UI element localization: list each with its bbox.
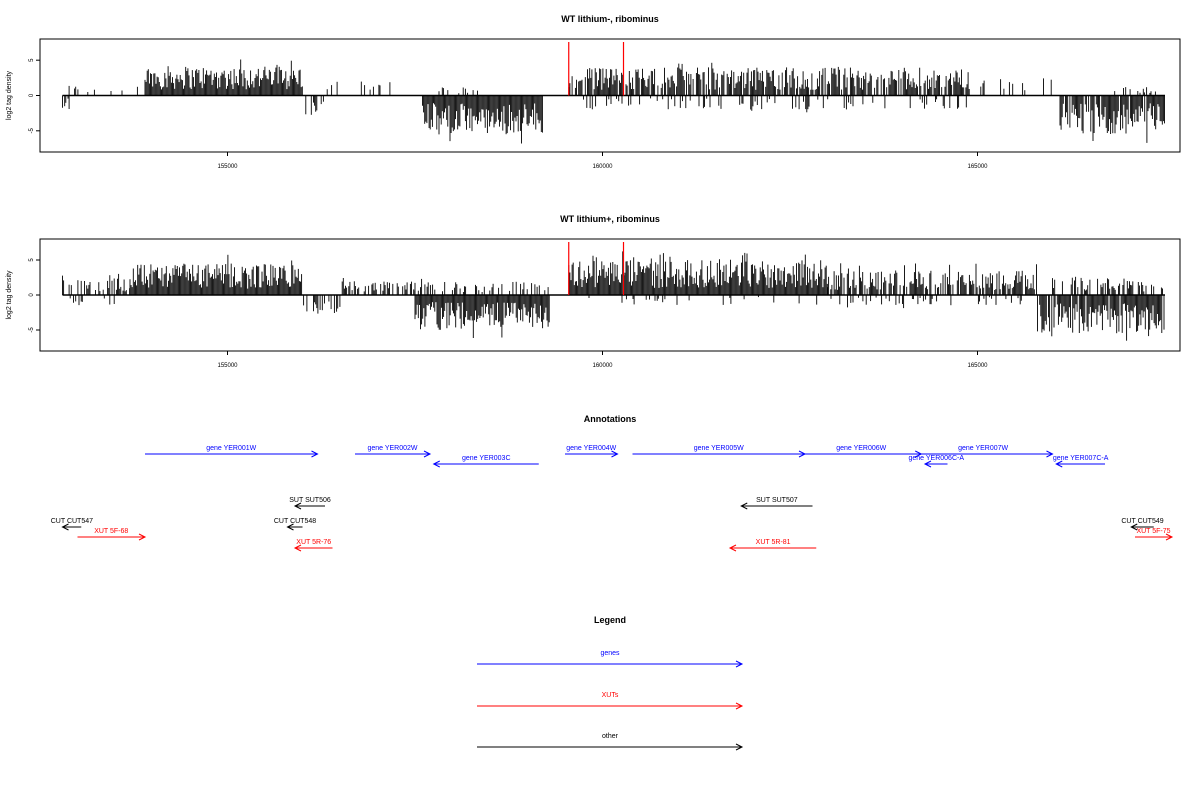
arrow-head — [923, 460, 932, 468]
other-label: SUT SUT507 — [756, 497, 798, 504]
xut-arrow — [1135, 533, 1174, 541]
xut-arrow — [77, 533, 147, 541]
arrow-head — [432, 460, 440, 468]
arrow-head — [728, 544, 737, 552]
arrow-head — [61, 523, 69, 531]
annotations-title: Annotations — [584, 414, 637, 424]
gene-label: gene YER006C-A — [908, 455, 964, 462]
gene-arrow — [145, 450, 319, 458]
other-arrow — [1130, 523, 1154, 531]
x-tick-label: 155000 — [217, 164, 238, 170]
arrow-head — [740, 502, 748, 510]
x-tick-label: 165000 — [967, 164, 988, 170]
x-tick-label: 165000 — [967, 363, 988, 369]
xut-arrow — [293, 544, 333, 552]
other-arrow — [286, 523, 303, 531]
gene-label: gene YER007C-A — [1053, 455, 1109, 462]
y-tick-label: 0 — [29, 93, 35, 97]
other-label: CUT CUT549 — [1121, 518, 1163, 525]
other-label: SUT SUT506 — [289, 497, 331, 504]
gene-arrow — [432, 460, 539, 468]
xut-label: XUT 5R-81 — [756, 539, 791, 546]
gene-label: gene YER003C — [462, 455, 511, 462]
gene-label: gene YER001W — [206, 445, 256, 452]
other-label: CUT CUT547 — [51, 518, 93, 525]
y-tick-label: 5 — [29, 58, 35, 62]
arrow-head — [735, 660, 744, 668]
gene-arrow — [913, 450, 1054, 458]
arrow-head — [1130, 523, 1138, 531]
annotations-panel: Annotations gene YER001W gene YER002W gene … — [51, 414, 1174, 552]
xut-label: XUT 5R-76 — [296, 539, 331, 546]
xut-label: XUT 5F-75 — [1136, 528, 1170, 535]
arrow-head — [1055, 460, 1063, 468]
legend-label-xut: XUTs — [602, 692, 619, 699]
legend-label-gene: genes — [600, 650, 620, 657]
xut-label: XUT 5F-68 — [94, 528, 128, 535]
x-tick-label: 160000 — [592, 164, 613, 170]
arrow-head — [1046, 450, 1054, 458]
xut-arrow — [728, 544, 817, 552]
y-tick-label: 5 — [29, 258, 35, 262]
gene-arrow — [355, 450, 432, 458]
arrow-head — [611, 450, 619, 458]
x-tick-label: 155000 — [217, 363, 238, 369]
chart-title: WT lithium+, ribominus — [560, 214, 660, 224]
y-tick-label: 0 — [29, 293, 35, 297]
gene-arrow — [565, 450, 619, 458]
arrow-head — [293, 502, 302, 510]
gene-label: gene YER006W — [836, 445, 886, 452]
arrow-head — [735, 702, 744, 710]
signal-bars — [62, 251, 1165, 341]
gene-arrow — [1055, 460, 1105, 468]
x-tick-label: 160000 — [592, 363, 613, 369]
gene-arrow — [923, 460, 948, 468]
signal-bars — [62, 59, 1165, 144]
legend-arrow-gene — [477, 660, 744, 668]
y-axis-label: log2 tag density — [6, 70, 13, 120]
y-tick-label: -5 — [29, 127, 35, 133]
other-arrow — [740, 502, 813, 510]
legend-title: Legend — [594, 615, 626, 625]
gene-label: gene YER002W — [367, 445, 417, 452]
other-arrow — [61, 523, 82, 531]
gene-label: gene YER007W — [958, 445, 1008, 452]
arrow-head — [1165, 533, 1174, 541]
arrow-head — [286, 523, 294, 531]
gene-label: gene YER004W — [566, 445, 616, 452]
arrow-head — [293, 544, 302, 552]
legend-label-other: other — [602, 733, 619, 740]
arrow-head — [138, 533, 147, 541]
other-arrow — [293, 502, 325, 510]
gene-label: gene YER005W — [694, 445, 744, 452]
y-tick-label: -5 — [29, 327, 35, 333]
legend-arrow-other — [477, 743, 744, 751]
legend-arrow-xut — [477, 702, 744, 710]
arrow-head — [311, 450, 319, 458]
track-panel-lithium-plus: WT lithium+, ribominus log2 tag density -5… — [6, 214, 1181, 369]
arrow-head — [735, 743, 744, 751]
other-label: CUT CUT548 — [274, 518, 316, 525]
legend-panel: Legend genes XUTs other — [477, 615, 744, 751]
track-panel-lithium-minus: WT lithium-, ribominus log2 tag density -5… — [6, 14, 1181, 170]
y-axis-label: log2 tag density — [6, 270, 13, 320]
arrow-head — [423, 450, 432, 458]
chart-title: WT lithium-, ribominus — [561, 14, 659, 24]
